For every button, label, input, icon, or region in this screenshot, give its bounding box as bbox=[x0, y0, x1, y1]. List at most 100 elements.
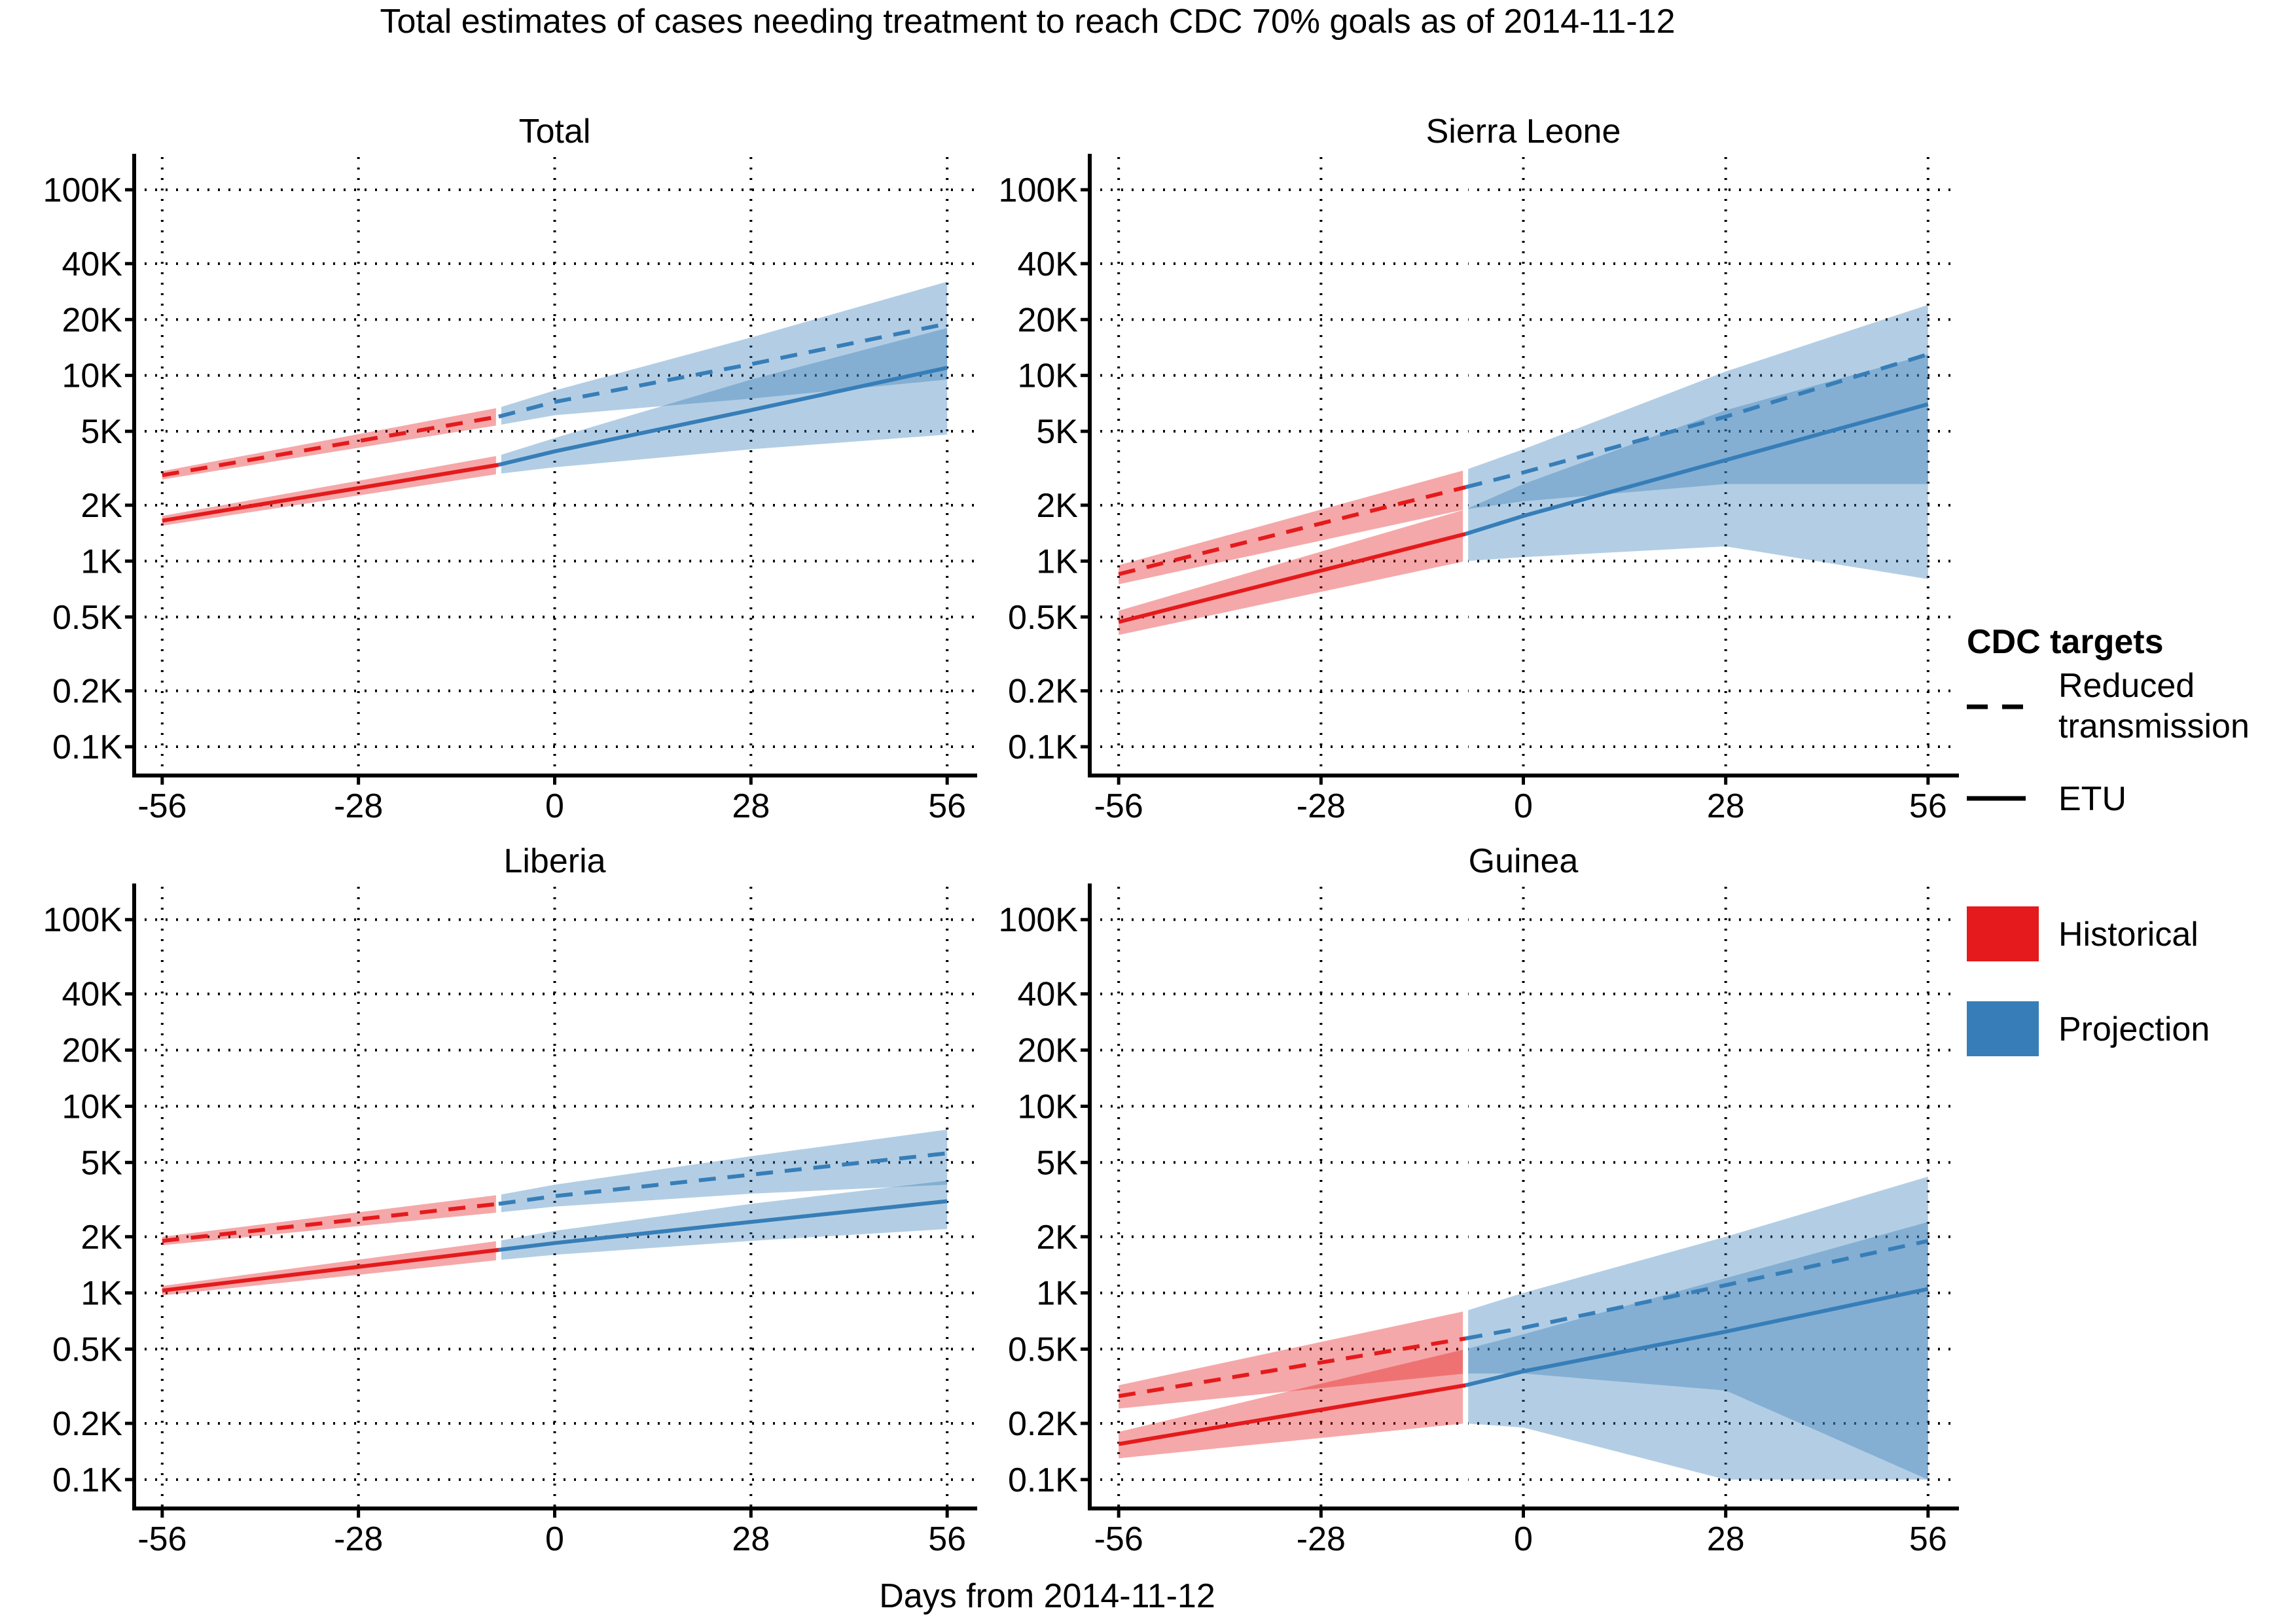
x-tick-label: 0 bbox=[545, 787, 564, 825]
y-tick-label: 40K bbox=[1017, 245, 1078, 283]
legend-historical-label: Historical bbox=[2058, 916, 2198, 954]
y-tick-label: 10K bbox=[1017, 1088, 1078, 1126]
x-tick-label: 56 bbox=[928, 1520, 966, 1558]
y-tick-label: 20K bbox=[1017, 1032, 1078, 1070]
band-historical-etu bbox=[162, 1241, 499, 1296]
line-historical-reduced-transmission bbox=[1118, 485, 1466, 577]
x-tick-label: -56 bbox=[137, 787, 187, 825]
panel-title: Liberia bbox=[503, 842, 605, 880]
x-tick-label: -56 bbox=[137, 1520, 187, 1558]
x-tick-label: 28 bbox=[732, 787, 770, 825]
x-tick-label: 0 bbox=[545, 1520, 564, 1558]
x-tick-label: 28 bbox=[1707, 1520, 1745, 1558]
y-tick-label: 20K bbox=[1017, 301, 1078, 339]
line-projection-etu bbox=[498, 1199, 948, 1252]
y-tick-label: 100K bbox=[43, 901, 123, 939]
y-tick-label: 40K bbox=[62, 976, 122, 1014]
band-historical-etu bbox=[1119, 509, 1466, 635]
y-tick-label: 0.1K bbox=[1008, 1461, 1078, 1499]
y-tick-label: 10K bbox=[62, 357, 122, 395]
band-historical-reduced-transmission bbox=[1119, 469, 1466, 584]
band-projection-etu bbox=[498, 328, 948, 474]
y-tick-label: 2K bbox=[81, 1219, 122, 1257]
panel-title: Sierra Leone bbox=[1426, 113, 1621, 151]
y-tick-label: 10K bbox=[1017, 357, 1078, 395]
legend-historical-swatch bbox=[1967, 906, 2039, 961]
y-tick-label: 1K bbox=[1036, 543, 1078, 580]
x-tick-label: 28 bbox=[1707, 787, 1745, 825]
y-tick-label: 1K bbox=[81, 1275, 122, 1313]
band-historical-reduced-transmission bbox=[1119, 1311, 1466, 1409]
y-tick-label: 0.5K bbox=[1008, 1330, 1078, 1368]
y-tick-label: 2K bbox=[81, 487, 122, 525]
band-historical-reduced-transmission bbox=[162, 407, 499, 480]
panel-sierra-leone: Sierra Leone 0.1K 0.2K 0.5K 1K 2K 5K 10K 20K 40K 1… bbox=[999, 113, 1959, 825]
y-tick-label: 20K bbox=[62, 301, 122, 339]
line-historical-etu bbox=[162, 463, 499, 523]
line-projection-reduced-transmission bbox=[498, 1151, 948, 1206]
legend-projection-swatch bbox=[1967, 1001, 2039, 1056]
x-tick-label: -56 bbox=[1094, 787, 1143, 825]
line-historical-etu bbox=[1118, 1383, 1466, 1446]
y-tick-label: 1K bbox=[81, 543, 122, 580]
legend-transmission-label: transmission bbox=[2058, 707, 2250, 745]
x-tick-label: 56 bbox=[928, 787, 966, 825]
x-tick-label: -28 bbox=[334, 1520, 383, 1558]
x-tick-label: 28 bbox=[732, 1520, 770, 1558]
x-tick-label: -56 bbox=[1094, 1520, 1143, 1558]
band-historical-reduced-transmission bbox=[162, 1194, 499, 1245]
y-tick-label: 5K bbox=[81, 1144, 122, 1182]
y-tick-label: 1K bbox=[1036, 1275, 1078, 1313]
y-tick-label: 5K bbox=[1036, 413, 1078, 451]
y-tick-label: 100K bbox=[43, 171, 123, 209]
x-tick-label: -28 bbox=[1297, 1520, 1346, 1558]
figure-title: Total estimates of cases needing treatme… bbox=[380, 3, 1675, 41]
y-tick-label: 0.5K bbox=[1008, 599, 1078, 637]
y-tick-label: 2K bbox=[1036, 1219, 1078, 1257]
legend-title: CDC targets bbox=[1967, 623, 2164, 661]
y-tick-label: 2K bbox=[1036, 487, 1078, 525]
y-tick-label: 40K bbox=[1017, 976, 1078, 1014]
line-projection-etu bbox=[1465, 402, 1929, 536]
y-tick-label: 0.1K bbox=[52, 1461, 122, 1499]
line-projection-reduced-transmission bbox=[1465, 352, 1929, 490]
legend-etu-label: ETU bbox=[2058, 780, 2126, 818]
y-tick-label: 0.2K bbox=[1008, 1405, 1078, 1443]
x-axis-label: Days from 2014-11-12 bbox=[879, 1577, 1215, 1615]
panel-guinea: Guinea 0.1K 0.2K 0.5K 1K 2K 5K 10K 20K 40K 100K -56… bbox=[999, 842, 1959, 1558]
y-tick-label: 0.2K bbox=[52, 673, 122, 711]
line-historical-etu bbox=[1118, 531, 1466, 624]
band-projection-reduced-transmission bbox=[498, 1130, 948, 1213]
legend: CDC targets Reduced transmission ETU His… bbox=[1967, 623, 2250, 1056]
panel-total: Total 0.1K 0.2K 0.5K 1K 2K 5K 10K 20K 40K 100K -56 -… bbox=[43, 113, 977, 825]
line-historical-etu bbox=[162, 1247, 499, 1293]
y-tick-label: 0.5K bbox=[52, 1330, 122, 1368]
y-tick-label: 0.5K bbox=[52, 599, 122, 637]
y-tick-label: 0.1K bbox=[1008, 728, 1078, 766]
band-projection-etu bbox=[498, 1180, 948, 1260]
y-tick-label: 100K bbox=[999, 901, 1079, 939]
x-tick-label: 0 bbox=[1514, 1520, 1533, 1558]
panel-title: Total bbox=[519, 113, 591, 151]
panel-liberia: Liberia 0.1K 0.2K 0.5K 1K 2K 5K 10K 20K 40K 100K -5… bbox=[43, 842, 977, 1558]
y-tick-label: 5K bbox=[1036, 1144, 1078, 1182]
x-tick-label: -28 bbox=[1297, 787, 1346, 825]
y-tick-label: 0.2K bbox=[52, 1405, 122, 1443]
x-tick-label: 0 bbox=[1514, 787, 1533, 825]
legend-reduced-label: Reduced bbox=[2058, 667, 2195, 705]
panel-title: Guinea bbox=[1469, 842, 1579, 880]
band-projection-reduced-transmission bbox=[1465, 1176, 1928, 1480]
line-historical-reduced-transmission bbox=[1118, 1336, 1466, 1399]
legend-projection-label: Projection bbox=[2058, 1010, 2210, 1048]
band-projection-etu bbox=[1465, 1222, 1928, 1480]
y-tick-label: 10K bbox=[62, 1088, 122, 1126]
y-tick-label: 0.1K bbox=[52, 728, 122, 766]
line-projection-etu bbox=[498, 365, 948, 467]
x-tick-label: -28 bbox=[334, 787, 383, 825]
y-tick-label: 0.2K bbox=[1008, 673, 1078, 711]
y-tick-label: 20K bbox=[62, 1032, 122, 1070]
x-tick-label: 56 bbox=[1909, 787, 1947, 825]
x-tick-label: 56 bbox=[1909, 1520, 1947, 1558]
line-projection-etu bbox=[1465, 1287, 1929, 1387]
